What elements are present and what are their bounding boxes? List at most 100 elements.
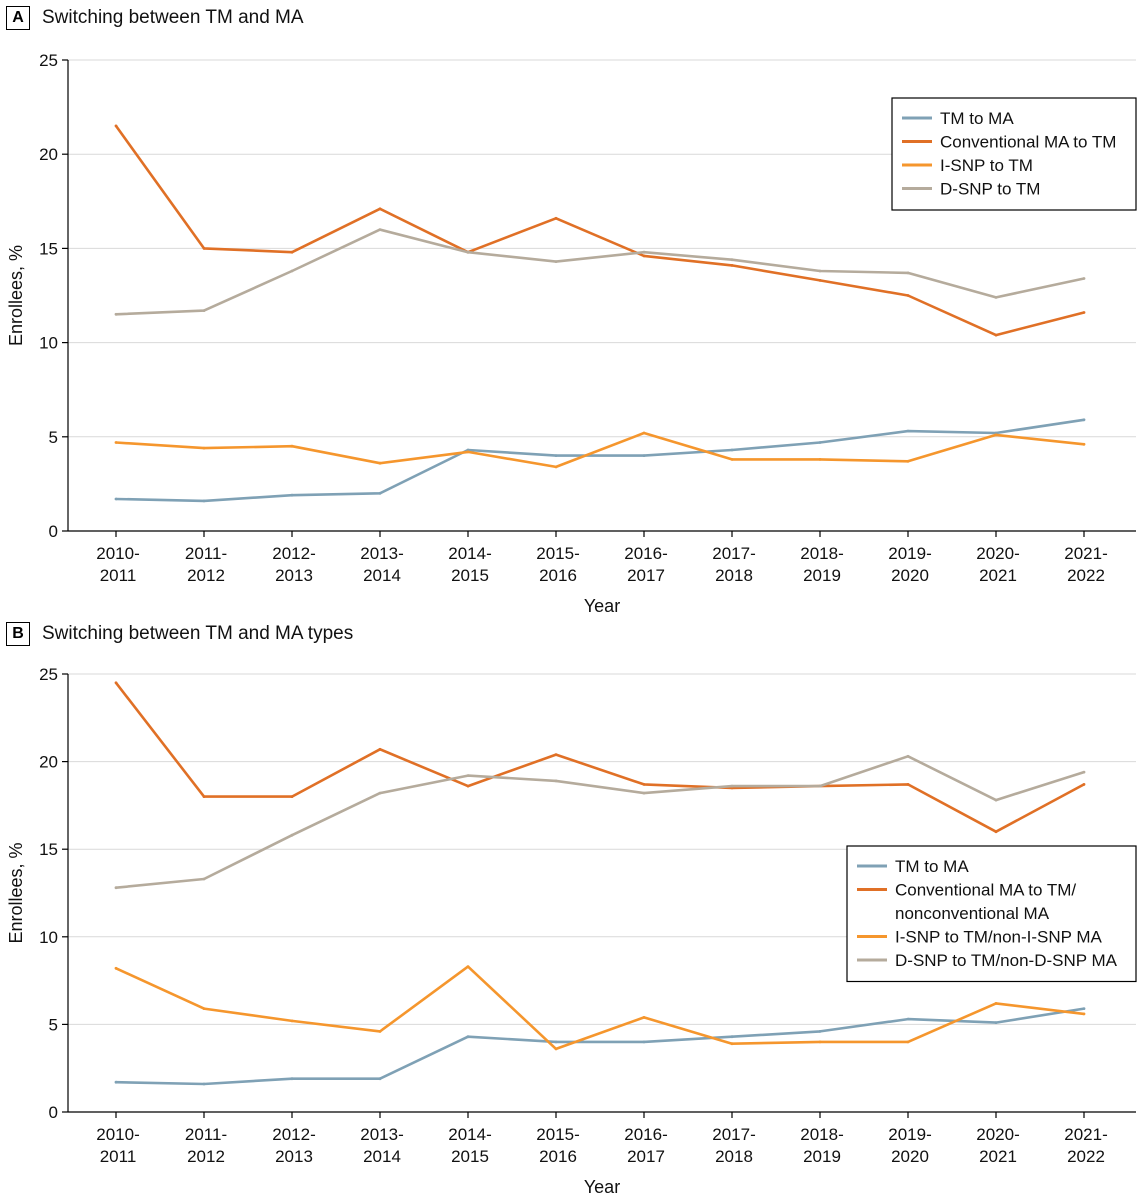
b-xtick-line: 2015: [451, 1147, 489, 1166]
b-legend-box: [846, 845, 1137, 983]
b-ytick-label: 5: [49, 1015, 58, 1034]
a-ytick-label: 10: [39, 334, 58, 353]
a-xtick-line: 2016: [539, 566, 577, 585]
a-xtick-line: 2020: [891, 566, 929, 585]
b-data-point: [290, 1019, 294, 1023]
b-xtick-line: 2017: [627, 1147, 665, 1166]
panel-a-title: Switching between TM and MA: [42, 7, 304, 28]
a-data-point: [818, 279, 822, 282]
a-xtick-line: 2015-: [536, 544, 579, 563]
b-xtick-label: 2021- 2022: [1064, 1125, 1107, 1166]
b-data-point: [818, 1040, 822, 1044]
a-xtick-line: 2011-: [185, 544, 227, 563]
b-xtick-line: 2020-: [976, 1125, 1019, 1144]
a-xtick-label: 2018- 2019: [800, 544, 843, 585]
a-xtick-line: 2013-: [360, 544, 403, 563]
panel-a-label: A: [6, 6, 30, 30]
a-data-point: [202, 247, 206, 250]
a-data-point: [466, 250, 470, 254]
b-xtick-line: 2014-: [448, 1125, 491, 1144]
b-xtick-line: 2013-: [360, 1125, 403, 1144]
a-data-point: [378, 461, 382, 465]
a-legend-label: D-SNP to TM: [940, 180, 1040, 199]
b-data-point: [114, 966, 118, 970]
a-xtick-line: 2018: [715, 566, 753, 585]
a-ytick-label: 5: [49, 428, 58, 447]
a-legend-label: Conventional MA to TM: [940, 133, 1116, 152]
b-data-point: [554, 753, 558, 756]
a-data-point: [554, 465, 558, 469]
b-series-line-1: [114, 682, 1085, 833]
a-xtick-line: 2011: [100, 566, 137, 585]
b-ytick-label: 20: [39, 753, 58, 772]
b-data-point: [290, 795, 294, 798]
b-xtick-line: 2018: [715, 1147, 753, 1166]
b-series-line-3: [115, 755, 1085, 889]
a-data-point: [554, 216, 558, 220]
a-data-point: [378, 207, 382, 211]
b-data-point: [378, 747, 382, 751]
b-data-point: [114, 681, 118, 685]
b-xtick-label: 2011- 2012: [185, 1125, 227, 1166]
a-data-point: [1082, 277, 1086, 280]
b-ylabel: Enrollees, %: [6, 842, 26, 943]
a-data-point: [378, 228, 382, 232]
a-xtick-line: 2018-: [800, 544, 843, 563]
a-data-point: [114, 124, 118, 128]
b-legend-label: TM to MA: [895, 857, 969, 876]
b-data-point: [554, 1040, 558, 1044]
a-xtick-line: 2017-: [712, 544, 755, 563]
a-data-point: [114, 312, 118, 316]
b-xlabel: Year: [584, 1177, 620, 1197]
b-data-point: [730, 1042, 734, 1046]
b-data-point: [642, 1040, 646, 1044]
a-data-point: [906, 271, 910, 275]
a-series-line-2: [115, 431, 1085, 469]
b-xtick-line: 2021-: [1064, 1125, 1107, 1144]
b-data-point: [1082, 1007, 1086, 1010]
a-data-point: [1082, 311, 1086, 314]
b-data-point: [114, 886, 118, 890]
a-data-point: [642, 250, 646, 254]
a-xtick-line: 2016-: [624, 544, 667, 563]
panel-a-header: A Switching between TM and MA: [6, 6, 304, 30]
b-data-point: [378, 791, 382, 795]
a-data-point: [554, 454, 558, 457]
b-data-point: [994, 830, 998, 834]
a-data-point: [378, 491, 382, 495]
b-xtick-line: 2018-: [800, 1125, 843, 1144]
a-data-point: [994, 433, 998, 437]
chart-a: 05101520252010-20112011-20122012-2013201…: [6, 51, 1137, 616]
a-data-point: [818, 269, 822, 273]
b-data-point: [906, 783, 910, 786]
a-xtick-line: 2015: [451, 566, 489, 585]
a-data-point: [818, 458, 822, 461]
b-data-point: [1082, 770, 1086, 774]
b-xtick-line: 2013: [275, 1147, 313, 1166]
a-data-point: [290, 250, 294, 254]
b-data-point: [642, 791, 646, 795]
b-xtick-label: 2017- 2018: [712, 1125, 755, 1166]
b-data-point: [994, 798, 998, 802]
b-ytick-label: 25: [39, 665, 58, 684]
a-xtick-line: 2019-: [888, 544, 931, 563]
panel-b-header: B Switching between TM and MA types: [6, 622, 353, 646]
b-data-point: [906, 754, 910, 758]
b-xtick-label: 2020- 2021: [976, 1125, 1019, 1166]
b-xtick-line: 2011-: [185, 1125, 227, 1144]
b-xtick-line: 2020: [891, 1147, 929, 1166]
a-xtick-line: 2021: [979, 566, 1017, 585]
a-data-point: [994, 296, 998, 299]
b-xtick-label: 2014- 2015: [448, 1125, 491, 1166]
b-xtick-line: 2017-: [712, 1125, 755, 1144]
b-data-point: [1082, 1012, 1086, 1016]
chart-b: 05101520252010-20112011-20122012-2013201…: [6, 665, 1137, 1197]
a-ytick-label: 15: [39, 239, 58, 258]
b-data-point: [906, 1040, 910, 1044]
b-data-point: [818, 1030, 822, 1033]
a-xtick-line: 2017: [627, 566, 665, 585]
a-data-point: [290, 444, 294, 448]
a-data-point: [290, 269, 294, 273]
b-legend-label: D-SNP to TM/non-D-SNP MA: [895, 951, 1118, 970]
b-data-point: [554, 779, 558, 783]
